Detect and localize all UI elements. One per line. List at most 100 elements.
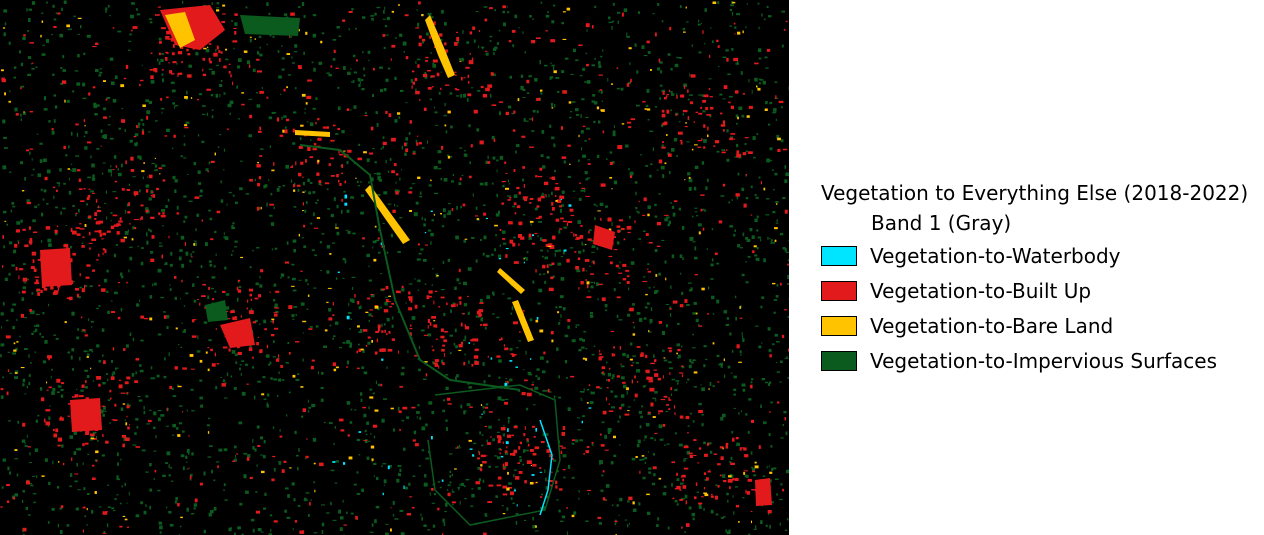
impervious-pixel	[419, 191, 422, 195]
impervious-pixel	[179, 405, 183, 407]
impervious-pixel	[32, 310, 35, 315]
bare-land-pixel	[302, 210, 304, 212]
builtup-pixel	[529, 197, 534, 200]
impervious-pixel	[784, 179, 788, 184]
bare-land-pixel	[4, 220, 7, 222]
impervious-pixel	[745, 174, 747, 177]
waterbody-pixel	[382, 492, 384, 496]
builtup-pixel	[29, 309, 32, 312]
impervious-pixel	[309, 326, 313, 328]
impervious-pixel	[613, 454, 617, 457]
impervious-pixel	[733, 233, 736, 237]
builtup-pixel	[101, 288, 106, 292]
impervious-pixel	[423, 524, 427, 527]
impervious-pixel	[328, 73, 332, 77]
impervious-pixel	[234, 445, 237, 449]
builtup-pixel	[114, 180, 117, 183]
builtup-pixel	[532, 452, 537, 456]
impervious-pixel	[613, 125, 615, 128]
impervious-pixel	[429, 492, 431, 496]
impervious-pixel	[160, 58, 164, 62]
impervious-pixel	[577, 417, 581, 419]
impervious-pixel	[75, 448, 79, 451]
impervious-pixel	[599, 460, 603, 465]
impervious-pixel	[84, 330, 86, 333]
impervious-pixel	[102, 410, 107, 412]
impervious-pixel	[698, 51, 702, 54]
impervious-pixel	[160, 296, 165, 299]
builtup-pixel	[45, 421, 51, 426]
builtup-pixel	[433, 324, 438, 328]
impervious-pixel	[425, 423, 428, 427]
bare-land-pixel	[417, 176, 421, 179]
impervious-pixel	[87, 351, 89, 353]
impervious-pixel	[782, 197, 786, 200]
impervious-pixel	[26, 278, 29, 281]
impervious-pixel	[2, 301, 5, 306]
impervious-pixel	[183, 135, 185, 137]
builtup-pixel	[716, 39, 719, 42]
builtup-pixel	[45, 409, 51, 412]
bare-land-pixel	[327, 287, 332, 289]
impervious-pixel	[287, 342, 290, 344]
legend-swatch-bare-land	[821, 315, 857, 336]
impervious-pixel	[502, 10, 505, 14]
waterbody-pixel	[344, 202, 348, 206]
impervious-pixel	[41, 12, 44, 15]
waterbody-pixel	[381, 358, 384, 361]
impervious-pixel	[298, 448, 300, 452]
bare-land-pixel	[143, 162, 145, 164]
impervious-pixel	[662, 349, 665, 352]
impervious-pixel	[156, 374, 160, 378]
builtup-pixel	[104, 249, 107, 254]
impervious-pixel	[401, 145, 404, 150]
builtup-pixel	[362, 329, 368, 332]
bare-land-pixel	[597, 210, 601, 212]
impervious-pixel	[71, 311, 75, 316]
bare-land-pixel	[21, 190, 25, 192]
bare-land-pixel	[298, 233, 300, 237]
bare-land-strip-center	[497, 268, 525, 294]
builtup-pixel	[698, 112, 703, 115]
builtup-pixel	[747, 151, 753, 154]
impervious-pixel	[626, 391, 628, 395]
impervious-pixel	[273, 283, 277, 287]
impervious-pixel	[26, 385, 29, 389]
impervious-pixel	[661, 20, 664, 23]
builtup-pixel	[485, 87, 490, 92]
impervious-pixel	[47, 238, 52, 243]
impervious-pixel	[447, 258, 450, 262]
impervious-pixel	[606, 361, 608, 364]
builtup-pixel	[467, 295, 469, 297]
builtup-pixel	[405, 56, 409, 60]
impervious-pixel	[385, 78, 389, 82]
builtup-pixel	[337, 179, 340, 183]
bare-land-pixel	[371, 340, 373, 343]
impervious-pixel	[499, 244, 501, 247]
bare-land-pixel	[645, 293, 648, 296]
builtup-pixel	[435, 326, 438, 328]
impervious-pixel	[599, 387, 603, 390]
impervious-pixel	[321, 371, 324, 375]
impervious-pixel	[292, 318, 295, 320]
waterbody-pixel	[515, 366, 519, 368]
builtup-pixel	[146, 189, 149, 193]
impervious-pixel	[210, 288, 214, 290]
impervious-pixel	[745, 413, 748, 416]
impervious-pixel	[538, 393, 542, 396]
impervious-pixel	[240, 160, 243, 162]
impervious-pixel	[764, 56, 768, 59]
impervious-pixel	[446, 427, 448, 431]
builtup-pixel	[462, 312, 465, 315]
builtup-pixel	[88, 215, 92, 219]
impervious-pixel	[785, 172, 789, 177]
impervious-pixel	[590, 281, 594, 284]
impervious-pixel	[767, 512, 770, 515]
impervious-pixel	[655, 524, 659, 527]
builtup-pixel	[174, 366, 178, 370]
impervious-pixel	[654, 249, 658, 253]
builtup-pixel	[371, 315, 373, 317]
impervious-pixel	[206, 424, 210, 427]
builtup-pixel	[622, 381, 626, 384]
impervious-pixel	[601, 421, 605, 424]
